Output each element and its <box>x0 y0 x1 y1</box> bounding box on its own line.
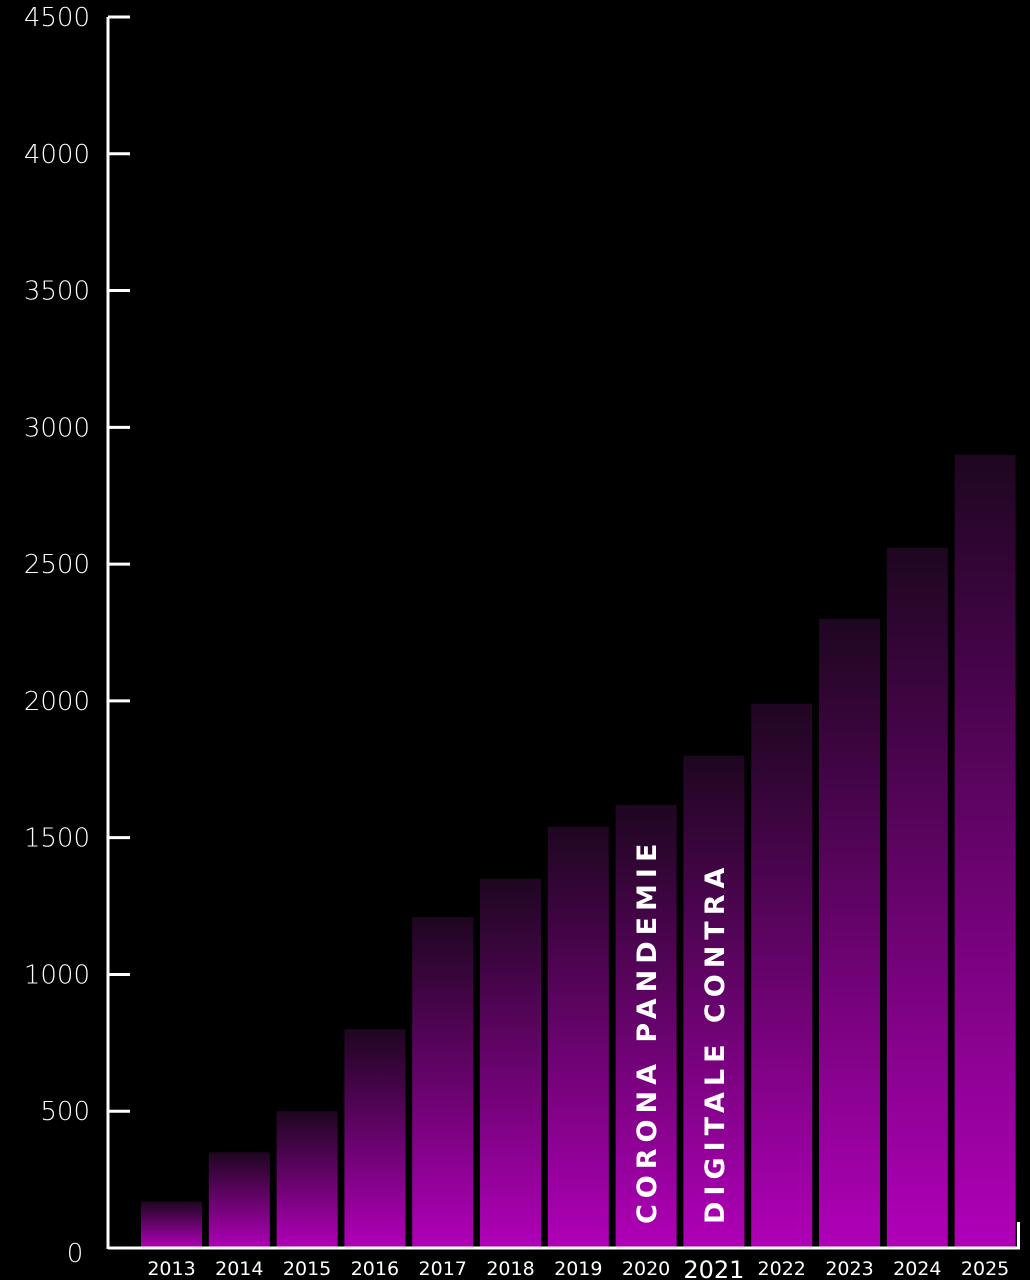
bar-2016 <box>344 1029 406 1248</box>
x-tick-label-2018: 2018 <box>486 1258 534 1280</box>
x-tick-label-2023: 2023 <box>825 1258 873 1280</box>
x-tick-label-2015: 2015 <box>283 1258 331 1280</box>
bar-2013 <box>141 1201 202 1248</box>
x-tick-label-2021: 2021 <box>683 1256 744 1280</box>
x-tick-label-2013: 2013 <box>147 1258 195 1280</box>
bar-2018 <box>480 878 541 1248</box>
y-tick-label-4500: 4500 <box>24 3 90 33</box>
bar-2025 <box>954 454 1016 1248</box>
bar-2014 <box>208 1152 270 1248</box>
bar-2023 <box>819 618 880 1248</box>
x-tick-label-2016: 2016 <box>351 1258 399 1280</box>
y-tick-label-1500: 1500 <box>24 824 90 854</box>
y-axis: 0 500 1000 1500 2000 2500 3000 3500 4000 4500 <box>24 3 1020 1269</box>
x-tick-label-2024: 2024 <box>893 1258 941 1280</box>
bars-group <box>141 454 1016 1248</box>
y-tick-label-500: 500 <box>40 1097 90 1127</box>
y-tick-label-4000: 4000 <box>24 140 90 170</box>
y-tick-label-3500: 3500 <box>24 277 90 307</box>
bar-2024 <box>886 547 948 1248</box>
bar-2015 <box>276 1111 338 1248</box>
x-tick-label-2019: 2019 <box>554 1258 602 1280</box>
x-axis-labels: 2013 2014 2015 2016 2017 2018 2019 2020 2021 2022… <box>147 1256 1009 1280</box>
bar-2021 <box>683 755 745 1248</box>
x-tick-label-2017: 2017 <box>419 1258 467 1280</box>
y-tick-label-3000: 3000 <box>24 413 90 443</box>
bar-2017 <box>412 917 474 1248</box>
x-tick-label-2020: 2020 <box>622 1258 670 1280</box>
x-tick-label-2014: 2014 <box>215 1258 263 1280</box>
bar-2022 <box>751 703 813 1248</box>
y-tick-label-0: 0 <box>67 1239 84 1269</box>
x-tick-label-2025: 2025 <box>961 1258 1009 1280</box>
annotation-2020: CORONA PANDEMIE <box>632 838 663 1224</box>
bar-2019 <box>547 826 609 1248</box>
bar-2020 <box>615 804 677 1248</box>
y-tick-label-2000: 2000 <box>24 687 90 717</box>
y-tick-label-2500: 2500 <box>24 550 90 580</box>
annotations-group: CORONA PANDEMIE DIGITALE CONTRA <box>632 838 731 1224</box>
x-tick-label-2022: 2022 <box>758 1258 806 1280</box>
y-tick-label-1000: 1000 <box>24 960 90 990</box>
annotation-2021: DIGITALE CONTRA <box>700 862 731 1224</box>
